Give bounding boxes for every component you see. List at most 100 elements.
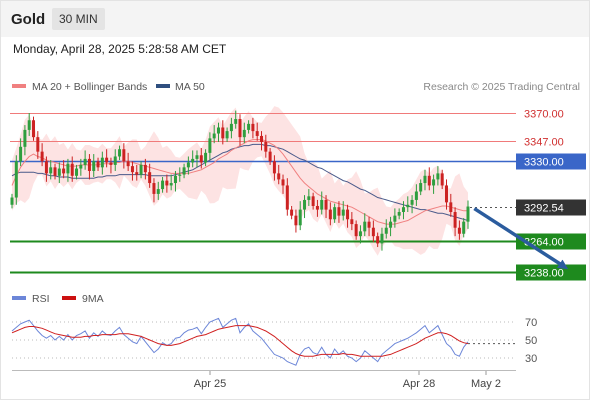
- candle-body: [186, 162, 190, 168]
- candle-body: [44, 161, 48, 174]
- candle-body: [247, 123, 251, 130]
- candle-body: [238, 119, 242, 138]
- candle-body: [337, 207, 341, 216]
- candle-body: [380, 233, 384, 244]
- ma50-line: [11, 143, 469, 221]
- level-label-3330.00: 3330.00: [524, 157, 564, 169]
- candle-body: [195, 155, 199, 159]
- x-tick-label-Apr-28: Apr 28: [403, 378, 435, 390]
- candle-body: [333, 207, 337, 220]
- candle-body: [161, 180, 165, 190]
- candle-body: [169, 183, 173, 186]
- candle-body: [324, 199, 328, 210]
- candle-body: [40, 151, 44, 162]
- candle-body: [350, 219, 354, 225]
- rsi-ma-legend-swatch: [62, 296, 76, 300]
- candle-body: [363, 221, 367, 232]
- candle-body: [419, 183, 423, 192]
- candle-body: [290, 209, 294, 216]
- candle-body: [70, 163, 74, 176]
- candle-body: [143, 164, 147, 173]
- candle-body: [221, 127, 225, 139]
- candle-body: [436, 173, 440, 180]
- candle-body: [272, 161, 276, 174]
- candle-body: [376, 236, 380, 244]
- level-badge-3238.00: [516, 264, 586, 281]
- candle-body: [358, 231, 362, 237]
- candle-body: [19, 146, 23, 162]
- level-label-3238.00: 3238.00: [524, 268, 564, 280]
- candle-body: [234, 119, 238, 124]
- candle-body: [341, 209, 345, 216]
- ma20-legend-label: MA 20 + Bollinger Bands: [32, 81, 147, 93]
- candle-body: [96, 161, 100, 168]
- candle-body: [389, 221, 393, 228]
- rsi-legend-swatch: [12, 296, 26, 300]
- candle-body: [242, 129, 246, 138]
- candle-body: [36, 137, 40, 152]
- candle-body: [105, 157, 109, 163]
- candle-body: [311, 196, 315, 206]
- candle-body: [178, 174, 182, 176]
- candle-body: [406, 204, 410, 208]
- candle-body: [87, 158, 91, 171]
- level-label-3292.54: 3292.54: [524, 203, 564, 215]
- rsi-ma-legend-label: 9MA: [82, 293, 104, 305]
- candle-body: [32, 120, 36, 138]
- instrument-title: Gold: [11, 11, 46, 28]
- candle-body: [264, 141, 268, 152]
- candle-body: [130, 166, 134, 173]
- candle-body: [371, 227, 375, 237]
- ma50-legend-swatch: [156, 84, 170, 88]
- candle-body: [307, 196, 311, 200]
- candle-body: [432, 179, 436, 186]
- candle-body: [410, 199, 414, 205]
- candle-body: [225, 131, 229, 139]
- candle-body: [255, 131, 259, 136]
- candle-body: [66, 163, 70, 174]
- timeframe-badge[interactable]: 30 MIN: [52, 8, 105, 30]
- candle-body: [173, 175, 177, 184]
- candle-body: [113, 156, 117, 165]
- candle-body: [453, 212, 457, 228]
- candle-body: [328, 209, 332, 220]
- candle-body: [49, 167, 53, 174]
- candle-body: [281, 179, 285, 186]
- candle-body: [449, 202, 453, 213]
- candle-body: [152, 183, 156, 194]
- candle-body: [401, 207, 405, 213]
- candle-body: [397, 212, 401, 216]
- candle-body: [23, 129, 27, 147]
- candle-body: [277, 173, 281, 180]
- candle-body: [122, 149, 126, 162]
- candle-body: [393, 215, 397, 222]
- candle-body: [62, 168, 66, 174]
- level-badge-3330.00: [516, 153, 586, 170]
- candle-body: [384, 227, 388, 234]
- candle-body: [79, 164, 83, 169]
- rsi-tick-30: 30: [525, 353, 537, 365]
- candle-body: [109, 162, 113, 165]
- candle-body: [53, 167, 57, 176]
- candle-body: [466, 206, 470, 222]
- candle-body: [414, 191, 418, 200]
- candle-body: [92, 161, 96, 171]
- candle-body: [118, 149, 122, 157]
- forecast-arrow-line: [473, 207, 569, 270]
- ma20-legend-swatch: [12, 84, 26, 88]
- candle-body: [126, 161, 130, 167]
- rsi-line: [11, 317, 469, 366]
- candle-body: [75, 168, 79, 176]
- candle-body: [100, 157, 104, 168]
- rsi-panel: 70 50 30: [11, 317, 537, 366]
- bollinger-band: [12, 106, 468, 256]
- x-axis: Apr 25 Apr 28 May 2: [12, 370, 516, 390]
- forecast-arrow: [473, 207, 569, 270]
- candle-body: [427, 175, 431, 186]
- candle-body: [204, 152, 208, 163]
- candle-body: [135, 172, 139, 175]
- candle-body: [444, 185, 448, 203]
- timestamp-line: Monday, April 28, 2025 5:28:58 AM CET: [13, 42, 227, 56]
- candle-body: [27, 120, 31, 130]
